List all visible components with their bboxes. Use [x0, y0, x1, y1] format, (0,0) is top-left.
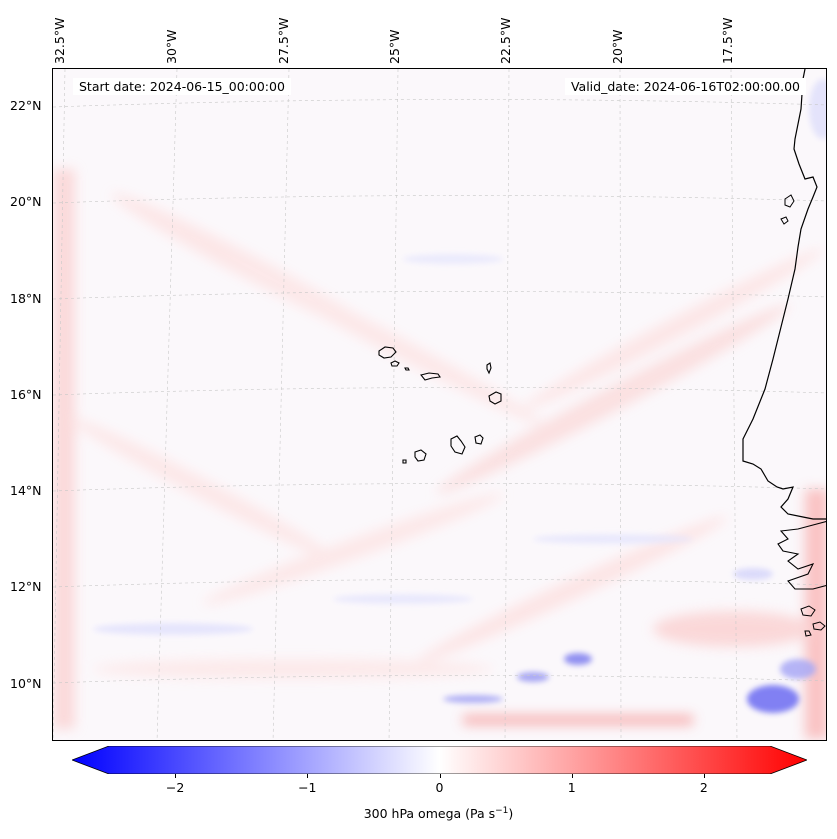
- parallel: [53, 579, 826, 588]
- colorbar-tick-label: 2: [699, 780, 708, 795]
- parallel: [53, 483, 826, 492]
- colorbar-tick-label: 1: [567, 780, 576, 795]
- bijagos-islands: [800, 605, 826, 637]
- colorbar-tickmark: [439, 774, 441, 778]
- omega-positive-field: [53, 169, 826, 739]
- omega-streak: [70, 418, 336, 560]
- lat-label-22n: 22°N: [10, 98, 42, 113]
- omega-patch: [564, 653, 592, 665]
- omega-patch: [93, 623, 253, 635]
- omega-streak: [522, 248, 824, 410]
- island-sao-nicolau: [420, 372, 441, 381]
- lat-label-16n: 16°N: [10, 387, 42, 402]
- island-sal: [486, 362, 492, 375]
- parallel: [53, 195, 826, 204]
- omega-patch: [809, 79, 826, 139]
- omega-patch: [733, 568, 773, 580]
- colorbar-gradient: [72, 746, 807, 774]
- omega-streak: [436, 304, 790, 494]
- colorbar-tickmark: [571, 774, 573, 778]
- meridian: [388, 69, 399, 740]
- omega-patch: [403, 254, 503, 264]
- meridian: [53, 69, 66, 740]
- omega-right-edge-band: [805, 489, 826, 739]
- banc-arguin-islands: [780, 194, 795, 225]
- colorbar: [72, 746, 807, 774]
- lat-label-12n: 12°N: [10, 579, 42, 594]
- colorbar-tickmark: [703, 774, 705, 778]
- valid-date-label: Valid_date: 2024-06-16T02:00:00.00: [564, 78, 806, 95]
- map-panel: Start date: 2024-06-15_00:00:00 Valid_da…: [52, 68, 827, 741]
- island-brava: [402, 459, 407, 464]
- omega-bottom-band: [463, 715, 693, 725]
- omega-negative-field: [93, 79, 826, 713]
- omega-left-edge-band: [53, 169, 75, 729]
- map-canvas: [53, 69, 826, 740]
- colorbar-tickmark: [175, 774, 177, 778]
- omega-streak: [418, 516, 728, 662]
- island-santa-luzia: [404, 367, 410, 371]
- island-santo-antao: [378, 346, 397, 359]
- lat-label-20n: 20°N: [10, 194, 42, 209]
- colorbar-tickmark: [307, 774, 309, 778]
- start-date-label: Start date: 2024-06-15_00:00:00: [73, 78, 291, 95]
- parallel: [53, 291, 826, 300]
- graticule: [53, 69, 826, 740]
- meridian: [730, 69, 738, 740]
- cape-verde-islands: [378, 346, 502, 464]
- lat-label-14n: 14°N: [10, 483, 42, 498]
- island-sao-vicente: [390, 360, 400, 367]
- omega-streak: [93, 659, 493, 679]
- meridian: [504, 69, 510, 740]
- omega-patch: [533, 534, 693, 544]
- meridian: [156, 69, 178, 740]
- colorbar-tick-label: 0: [435, 780, 444, 795]
- parallel: [53, 675, 826, 684]
- meridian: [619, 69, 622, 740]
- omega-patch: [780, 659, 816, 679]
- guinea-bissau-coastline: [777, 520, 826, 590]
- colorbar-label: 300 hPa omega (Pa s−1): [363, 806, 514, 822]
- lat-label-10n: 10°N: [10, 676, 42, 691]
- parallel: [53, 99, 826, 108]
- parallel: [53, 387, 826, 396]
- omega-streak: [202, 493, 504, 605]
- colorbar-tick-label: −1: [298, 780, 317, 795]
- meridian: [272, 69, 290, 740]
- lat-label-18n: 18°N: [10, 291, 42, 306]
- island-boa-vista: [488, 391, 502, 405]
- colorbar-tick-label: −2: [165, 780, 185, 795]
- omega-streak: [224, 254, 542, 424]
- omega-patch: [443, 695, 503, 703]
- island-santiago: [450, 435, 466, 455]
- omega-patch: [517, 672, 549, 682]
- island-fogo: [414, 449, 427, 462]
- omega-patch: [333, 594, 473, 604]
- african-coastline: [742, 69, 826, 520]
- omega-patch: [747, 685, 799, 713]
- island-maio: [474, 434, 484, 445]
- omega-streak: [653, 611, 813, 647]
